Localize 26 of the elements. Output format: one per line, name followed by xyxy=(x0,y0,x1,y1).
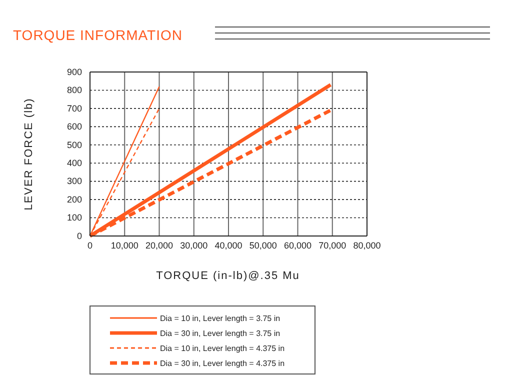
y-tick-label: 800 xyxy=(66,85,82,96)
legend-label: Dia = 10 in, Lever length = 4.375 in xyxy=(160,344,285,353)
y-tick-label: 400 xyxy=(66,158,82,168)
y-tick-label: 200 xyxy=(66,194,82,204)
y-tick-label: 300 xyxy=(66,176,82,186)
legend-label: Dia = 10 in, Lever length = 3.75 in xyxy=(160,314,280,323)
x-tick-label: 60,000 xyxy=(284,240,312,250)
y-tick-label: 0 xyxy=(76,230,82,241)
x-tick-label: 50,000 xyxy=(249,240,277,250)
x-tick-label: 80,000 xyxy=(353,240,381,250)
x-tick-label: 20,000 xyxy=(145,240,174,250)
chart-title: TORQUE INFORMATION xyxy=(13,27,182,43)
legend-label: Dia = 30 in, Lever length = 3.75 in xyxy=(160,329,280,338)
y-tick-label: 700 xyxy=(66,103,82,114)
x-axis-title: TORQUE (in-lb)@.35 Mu xyxy=(156,270,300,282)
x-tick-label: 40,000 xyxy=(214,240,242,250)
y-tick-label: 600 xyxy=(66,122,82,132)
x-tick-label: 70,000 xyxy=(318,240,346,250)
y-tick-label: 100 xyxy=(66,212,82,223)
x-tick-label: 10,000 xyxy=(110,240,138,250)
x-tick-label: 30,000 xyxy=(180,240,208,250)
y-tick-label: 900 xyxy=(66,66,82,77)
y-axis-title: LEVER FORCE (lb) xyxy=(23,98,35,210)
y-tick-label: 500 xyxy=(66,140,82,150)
x-tick-label: 0 xyxy=(87,240,93,250)
legend-label: Dia = 30 in, Lever length = 4.375 in xyxy=(160,359,285,368)
